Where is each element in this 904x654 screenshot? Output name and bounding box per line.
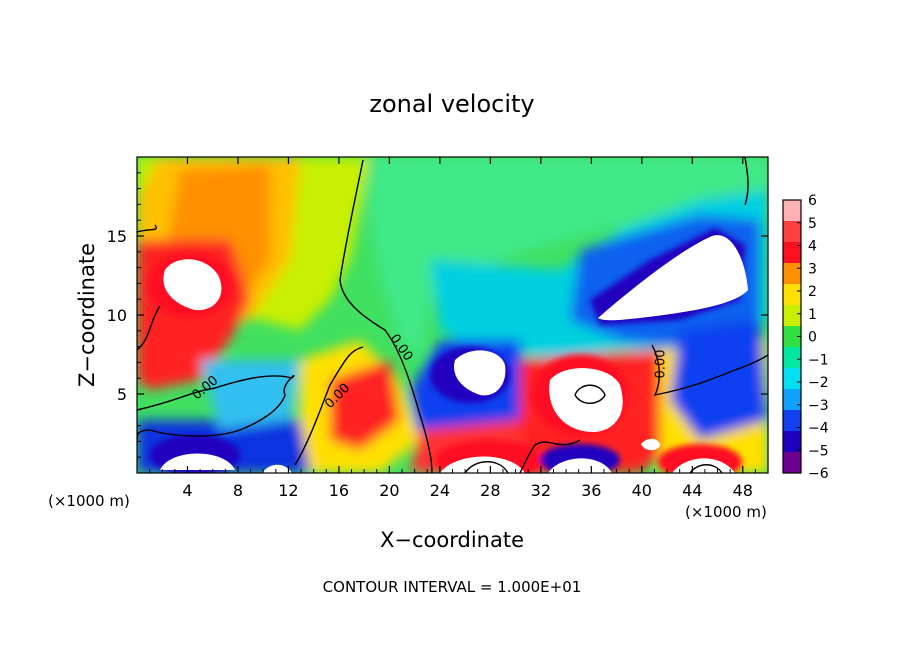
y-tick-label: 10 [107, 306, 127, 325]
x-axis-label: X−coordinate [380, 528, 524, 552]
chart-title: zonal velocity [369, 90, 534, 118]
x-tick-label: 8 [233, 481, 243, 500]
contour-label: 0.00 [654, 350, 669, 379]
colorbar-tick-label: −4 [808, 421, 829, 437]
colorbar-swatch [783, 200, 801, 222]
x-unit-right: (×1000 m) [685, 503, 767, 521]
colorbar-tick-label: −3 [808, 398, 829, 414]
y-axis-label: Z−coordinate [75, 243, 99, 387]
colorbar-swatch [783, 326, 801, 348]
colorbar-tick-label: 2 [808, 284, 817, 300]
colorbar-tick-label: 4 [808, 239, 817, 255]
colorbar-swatch [783, 389, 801, 411]
colorbar-swatch [783, 347, 801, 369]
x-tick-label: 24 [430, 481, 450, 500]
colorbar-swatch [783, 242, 801, 264]
colorbar-tick-label: −2 [808, 375, 829, 391]
x-tick-label: 40 [632, 481, 652, 500]
colorbar-tick-label: 1 [808, 307, 817, 323]
colorbar-tick-label: −5 [808, 443, 829, 459]
heatmap-field: 0.00 0.000.000.00 [137, 157, 768, 473]
colorbar-swatch [783, 221, 801, 243]
x-tick-label: 36 [581, 481, 601, 500]
colorbar: 6 5 4 3 2 1 0 −1 −2 −3 −4 −5 −6 [782, 193, 829, 482]
x-tick-label: 12 [278, 481, 298, 500]
colorbar-swatch [783, 284, 801, 306]
x-tick-label: 28 [480, 481, 500, 500]
y-tick-label: 5 [117, 385, 127, 404]
x-unit-left: (×1000 m) [48, 492, 130, 510]
x-tick-label: 4 [182, 481, 192, 500]
colorbar-swatch [783, 263, 801, 285]
footer-note: CONTOUR INTERVAL = 1.000E+01 [323, 578, 582, 596]
x-tick-label: 16 [329, 481, 349, 500]
colorbar-tick-label: 5 [808, 216, 817, 232]
colorbar-swatch [783, 305, 801, 327]
x-tick-label: 20 [379, 481, 399, 500]
colorbar-tick-label: 3 [808, 261, 817, 277]
x-tick-label: 44 [682, 481, 702, 500]
colorbar-swatch [783, 410, 801, 432]
colorbar-swatch [783, 452, 801, 474]
colorbar-tick-label: −6 [808, 466, 829, 482]
x-tick-label: 32 [531, 481, 551, 500]
x-tick-label: 48 [733, 481, 753, 500]
colorbar-swatch [783, 368, 801, 390]
colorbar-tick-label: −1 [808, 352, 829, 368]
colorbar-tick-label: 6 [808, 193, 817, 209]
colorbar-tick-label: 0 [808, 330, 817, 346]
colorbar-swatch [783, 431, 801, 453]
y-tick-label: 15 [107, 227, 127, 246]
